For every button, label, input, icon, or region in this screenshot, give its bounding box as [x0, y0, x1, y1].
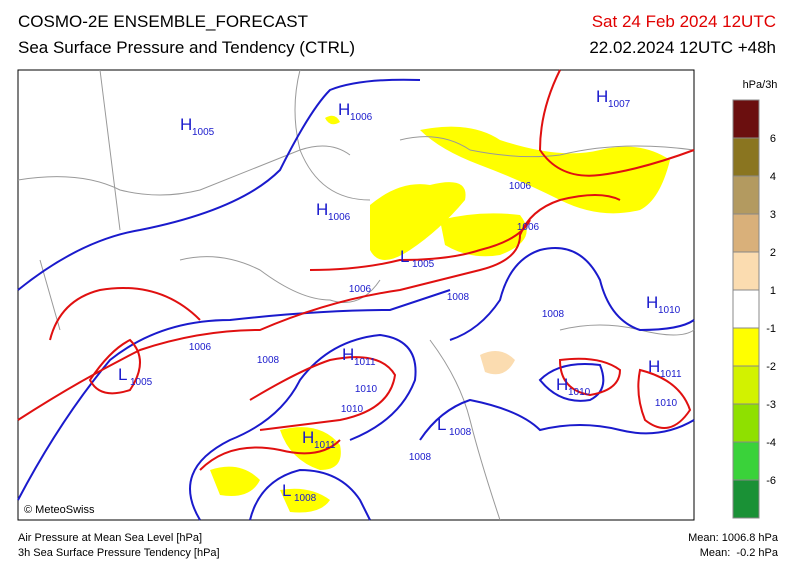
- legend-unit: hPa/3h: [743, 79, 778, 91]
- pressure-center: L: [118, 365, 127, 384]
- pressure-center: H: [316, 200, 328, 219]
- valid-time: Sat 24 Feb 2024 12UTC: [592, 12, 776, 31]
- pressure-value: 1011: [660, 369, 682, 380]
- isobar-label: 1008: [409, 452, 432, 463]
- legend-swatch: [732, 175, 760, 215]
- legend-label: 2: [770, 247, 776, 259]
- pressure-value: 1011: [314, 440, 336, 451]
- legend-label: -1: [766, 323, 776, 335]
- legend-swatch: [732, 213, 760, 253]
- pressure-value: 1008: [294, 493, 317, 504]
- footer-line1: Air Pressure at Mean Sea Level [hPa]: [18, 532, 202, 544]
- pressure-value: 1006: [350, 112, 373, 123]
- pressure-value: 1006: [328, 212, 351, 223]
- legend-label: 6: [770, 133, 776, 145]
- legend-label: -6: [766, 475, 776, 487]
- legend-swatch: [732, 327, 760, 367]
- isobar-label: 1008: [257, 355, 280, 366]
- pressure-value: 1010: [658, 305, 681, 316]
- legend-swatch: [732, 403, 760, 443]
- isobar-label: 1006: [349, 284, 372, 295]
- pressure-value: 1007: [608, 99, 631, 110]
- pressure-value: 1005: [192, 127, 215, 138]
- legend-label: 1: [770, 285, 776, 297]
- legend-swatch: [732, 441, 760, 481]
- pressure-value: 1008: [449, 427, 472, 438]
- pressure-center: L: [437, 415, 446, 434]
- isobar-label: 1006: [189, 342, 212, 353]
- isobar-label: 1010: [655, 398, 678, 409]
- pressure-value: 1005: [130, 377, 153, 388]
- run-time: 22.02.2024 12UTC +48h: [589, 38, 776, 57]
- pressure-value: 1011: [354, 357, 376, 368]
- mean-pressure: Mean: 1006.8 hPa: [688, 532, 779, 544]
- pressure-value: 1005: [412, 259, 435, 270]
- pressure-center: H: [648, 357, 660, 376]
- pressure-center: H: [646, 293, 658, 312]
- pressure-value: 1010: [568, 387, 591, 398]
- pressure-center: H: [556, 375, 568, 394]
- isobar-label: 1010: [355, 384, 378, 395]
- legend: hPa/3h 6 4 3 2 1 -1 -2 -3 -4 -6: [732, 79, 778, 519]
- pressure-center: H: [338, 100, 350, 119]
- isobar-label: 1006: [517, 222, 540, 233]
- footer-line2: 3h Sea Surface Pressure Tendency [hPa]: [18, 547, 220, 559]
- pressure-center: L: [282, 481, 291, 500]
- pressure-center: L: [400, 247, 409, 266]
- legend-swatch: [732, 251, 760, 291]
- legend-swatch: [732, 137, 760, 177]
- legend-label: -4: [766, 437, 776, 449]
- pressure-center: H: [302, 428, 314, 447]
- isobar-label: 1008: [542, 309, 565, 320]
- mean-tendency: Mean: -0.2 hPa: [700, 547, 779, 559]
- subtitle: Sea Surface Pressure and Tendency (CTRL): [18, 38, 355, 57]
- legend-label: -2: [766, 361, 776, 373]
- pressure-center: H: [180, 115, 192, 134]
- isobar-label: 1010: [341, 404, 364, 415]
- legend-swatch: [732, 365, 760, 405]
- title: COSMO-2E ENSEMBLE_FORECAST: [18, 12, 308, 31]
- pressure-center: H: [596, 87, 608, 106]
- legend-swatch: [732, 289, 760, 329]
- legend-swatch: [732, 99, 760, 139]
- pressure-center: H: [342, 345, 354, 364]
- isobar-label: 1008: [447, 292, 470, 303]
- isobar-label: 1006: [509, 181, 532, 192]
- legend-label: -3: [766, 399, 776, 411]
- legend-label: 4: [770, 171, 776, 183]
- legend-label: 3: [770, 209, 776, 221]
- legend-swatch: [732, 479, 760, 519]
- copyright: © MeteoSwiss: [24, 504, 95, 516]
